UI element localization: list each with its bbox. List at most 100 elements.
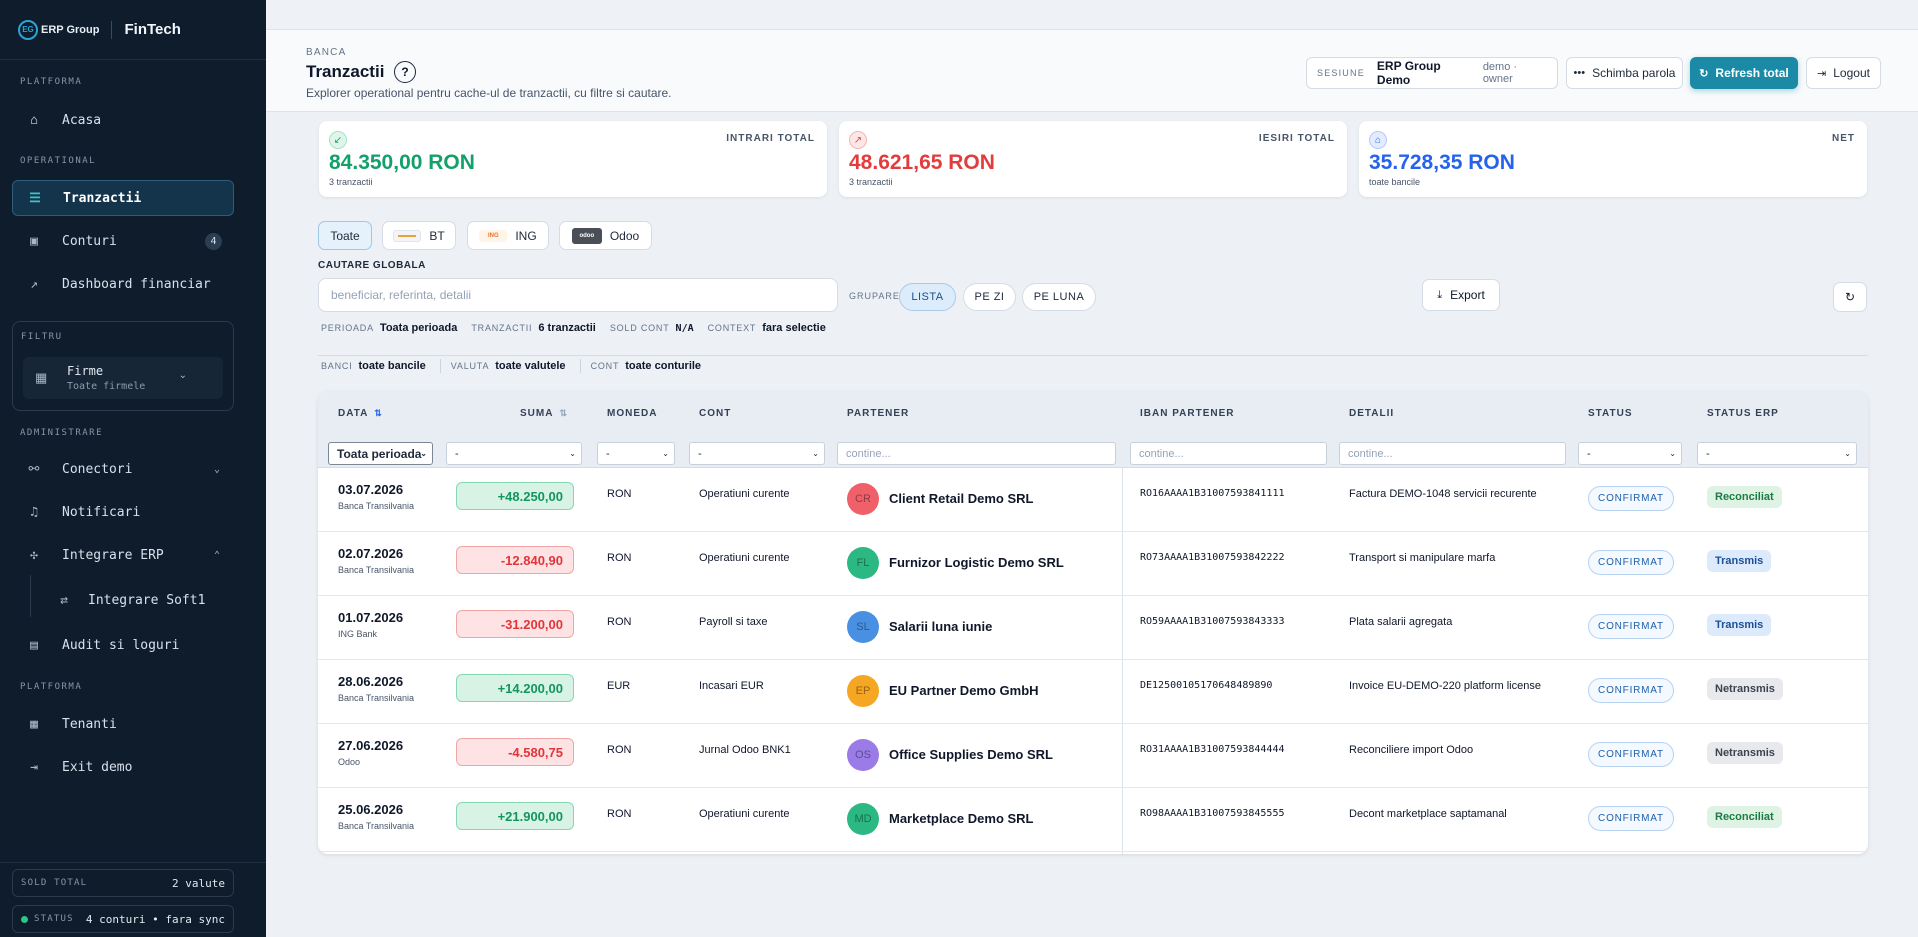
sort-icon[interactable]: ⇅ (374, 408, 383, 418)
sidebar-item-notificari[interactable]: ♫ Notificari (12, 494, 234, 530)
sort-icon[interactable]: ⇅ (559, 408, 568, 418)
product-name: FinTech (124, 21, 181, 38)
row-details: Reconciliere import Odoo (1349, 744, 1474, 756)
change-password-label: Schimba parola (1592, 66, 1676, 80)
filter-detalii-input[interactable]: contine... (1339, 442, 1566, 465)
table-row[interactable]: 01.07.2026 ING Bank -31.200,00 RON Payroll s… (318, 596, 1868, 660)
brand[interactable]: EG ERP Group FinTech (0, 0, 266, 60)
filter-partener-input[interactable]: contine... (837, 442, 1116, 465)
card-amount: 48.621,65 RON (849, 151, 995, 174)
sidebar-item-exit-demo[interactable]: ⇥ Exit demo (12, 749, 234, 785)
meta-separator (439, 359, 441, 373)
row-account: Jurnal Odoo BNK1 (699, 744, 791, 756)
section-divider (318, 355, 1868, 356)
bank-filter-label: ING (515, 228, 537, 243)
status-badge: CONFIRMAT (1588, 678, 1674, 703)
column-header-data[interactable]: DATA ⇅ (338, 408, 383, 419)
group-pe-zi-button[interactable]: PE ZI (963, 283, 1016, 311)
row-details: Plata salarii agregata (1349, 616, 1453, 628)
bank-filter-bt[interactable]: BT (382, 221, 456, 250)
sidebar-item-audit[interactable]: ▤ Audit si loguri (12, 627, 234, 663)
column-header-status-erp: STATUS ERP (1707, 408, 1779, 419)
table-header: DATA ⇅ SUMA ⇅ MONEDA CONT PARTENER IBAN PA… (318, 392, 1868, 436)
sidebar-item-label: Conturi (62, 233, 117, 249)
logout-button[interactable]: ⇥ Logout (1806, 57, 1881, 89)
erp-status-badge: Reconciliat (1707, 486, 1782, 508)
filter-iban-input[interactable]: contine... (1130, 442, 1327, 465)
amount-badge: -31.200,00 (456, 610, 574, 638)
row-bank: Odoo (338, 757, 361, 767)
group-lista-button[interactable]: LISTA (899, 283, 956, 311)
card-amount: 35.728,35 RON (1369, 151, 1515, 174)
meta-value: fara selectie (762, 322, 826, 334)
row-date: 02.07.2026 (338, 546, 404, 561)
status-badge: CONFIRMAT (1588, 806, 1674, 831)
company-filter-select[interactable]: ▦ Firme Toate firmele ⌄ (23, 357, 223, 399)
sidebar-item-tranzactii[interactable]: ☰ Tranzactii (12, 180, 234, 216)
exit-icon: ⇥ (30, 759, 38, 775)
filter-suma-select[interactable]: - ⌄ (446, 442, 582, 465)
meta-label: SOLD CONT (609, 323, 670, 333)
bank-filter-odoo[interactable]: odoo Odoo (559, 221, 652, 250)
help-button[interactable]: ? (394, 61, 416, 83)
sidebar-item-dashboard[interactable]: ↗ Dashboard financiar (12, 266, 234, 302)
change-password-button[interactable]: ••• Schimba parola (1566, 57, 1683, 89)
filter-cont-select[interactable]: - ⌄ (689, 442, 825, 465)
session-name: ERP Group Demo (1376, 59, 1441, 87)
row-date: 03.07.2026 (338, 482, 404, 497)
bank-filter-ing[interactable]: ING ING (467, 221, 549, 250)
row-details: Decont marketplace saptamanal (1349, 808, 1507, 820)
filter-status-select[interactable]: - ⌄ (1578, 442, 1682, 465)
chevron-down-icon: ⌄ (569, 449, 576, 458)
global-search-input[interactable] (318, 278, 838, 312)
sidebar-item-conectori[interactable]: ⚯ Conectori ⌄ (12, 451, 234, 487)
row-iban: DE12500105170648489890 (1140, 680, 1273, 691)
card-label: NET (1832, 133, 1855, 144)
refresh-table-button[interactable]: ↻ (1833, 282, 1867, 312)
bank-filter-all[interactable]: Toate (318, 221, 372, 250)
page-kicker: BANCA (306, 47, 347, 58)
table-row[interactable]: 28.06.2026 Banca Transilvania +14.200,00 EU… (318, 660, 1868, 724)
table-filter-row: Toata perioada ⌄ - ⌄ - ⌄ - ⌄ contine... cont… (318, 436, 1868, 468)
row-iban: RO98AAAA1B31007593845555 (1140, 808, 1285, 819)
submenu-guide-line (30, 575, 31, 617)
meta-label: TRANZACTII (471, 323, 533, 333)
meta-row-filters: BANCI toate bancile VALUTA toate valutel… (321, 359, 715, 373)
refresh-total-button[interactable]: ↻ Refresh total (1690, 57, 1798, 89)
sidebar-item-acasa[interactable]: ⌂ Acasa (12, 102, 234, 138)
sidebar-item-integrare-erp[interactable]: ✣ Integrare ERP ⌃ (12, 537, 234, 573)
meta-label: VALUTA (450, 361, 490, 371)
table-row[interactable]: 02.07.2026 Banca Transilvania -12.840,90 RO… (318, 532, 1868, 596)
table-row[interactable]: 25.06.2026 Banca Transilvania +21.900,00 RO… (318, 788, 1868, 852)
table-row[interactable]: 03.07.2026 Banca Transilvania +48.250,00 RO… (318, 468, 1868, 532)
filter-data-select[interactable]: Toata perioada ⌄ (328, 442, 433, 465)
meta-value: toate conturile (625, 360, 702, 372)
building-icon: ▦ (30, 716, 38, 732)
meta-separator (579, 359, 581, 373)
partner-avatar: FL (847, 547, 879, 579)
section-label-platforma-2: PLATFORMA (20, 682, 83, 692)
sidebar-item-label: Dashboard financiar (62, 276, 211, 292)
sidebar-item-integrare-soft1[interactable]: ⇄ Integrare Soft1 (42, 582, 234, 618)
filter-status-erp-select[interactable]: - ⌄ (1697, 442, 1857, 465)
hub-icon: ✣ (30, 547, 38, 563)
session-role: demo · owner (1482, 61, 1518, 85)
top-strip (266, 0, 1918, 30)
brand-divider (111, 20, 113, 39)
chevron-down-icon: ⌄ (213, 463, 220, 475)
sidebar-item-label: Acasa (62, 112, 102, 128)
sidebar-item-label: Conectori (62, 461, 133, 477)
column-header-suma[interactable]: SUMA ⇅ (520, 408, 568, 419)
erp-status-badge: Transmis (1707, 550, 1772, 572)
sidebar-item-conturi[interactable]: ▣ Conturi 4 (12, 223, 234, 259)
group-pe-luna-button[interactable]: PE LUNA (1022, 283, 1096, 311)
status-value: 4 conturi • fara sync (85, 912, 225, 926)
export-button[interactable]: ⤓ Export (1422, 279, 1500, 311)
table-row[interactable]: 27.06.2026 Odoo -4.580,75 RON Jurnal Odoo BN… (318, 724, 1868, 788)
filter-moneda-select[interactable]: - ⌄ (597, 442, 675, 465)
meta-value: toate valutele (495, 360, 566, 372)
card-amount: 84.350,00 RON (329, 151, 475, 174)
sidebar-item-tenanti[interactable]: ▦ Tenanti (12, 706, 234, 742)
brand-name: ERP Group (41, 23, 100, 36)
row-iban: RO16AAAA1B31007593841111 (1140, 488, 1285, 499)
